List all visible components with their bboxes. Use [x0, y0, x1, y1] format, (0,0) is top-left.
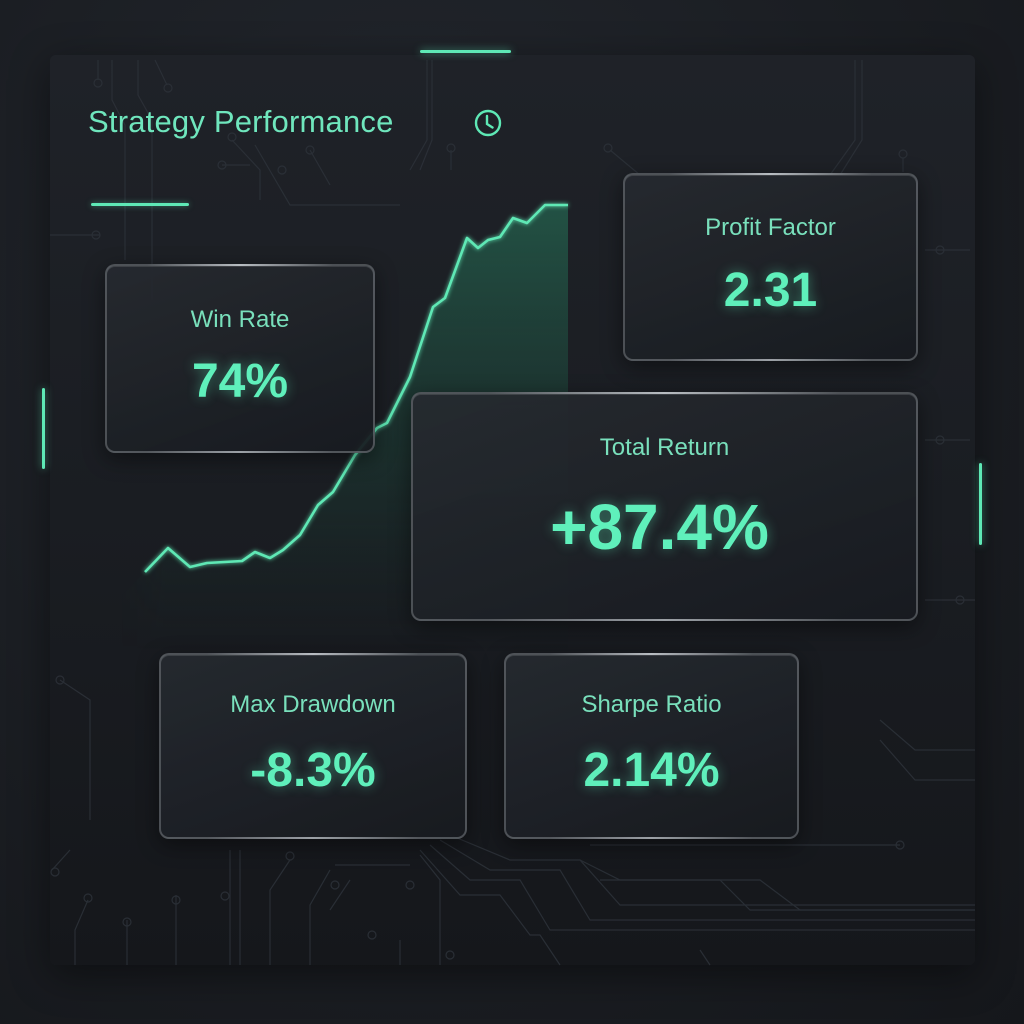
total-return-value: +87.4%: [550, 491, 769, 563]
top-accent-bar: [420, 50, 511, 53]
win-rate-label: Win Rate: [190, 306, 290, 333]
page-title: Strategy Performance: [88, 104, 394, 139]
max-drawdown-card: Max Drawdown -8.3%: [159, 653, 467, 839]
win-rate-value: 74%: [191, 355, 289, 408]
title-underline: [91, 203, 189, 206]
total-return-card: Total Return +87.4%: [411, 392, 918, 621]
sharpe-ratio-card: Sharpe Ratio 2.14%: [504, 653, 799, 839]
right-accent-bar: [979, 463, 982, 545]
max-drawdown-value: -8.3%: [250, 744, 376, 797]
total-return-label: Total Return: [599, 434, 730, 461]
max-drawdown-label: Max Drawdown: [230, 691, 396, 718]
profit-factor-card: Profit Factor 2.31: [623, 173, 918, 361]
profit-factor-value: 2.31: [723, 264, 818, 317]
sharpe-ratio-label: Sharpe Ratio: [581, 691, 722, 718]
sharpe-ratio-value: 2.14%: [583, 744, 720, 797]
profit-factor-label: Profit Factor: [705, 214, 836, 241]
clock-icon[interactable]: [473, 108, 503, 138]
win-rate-card: Win Rate 74%: [105, 264, 375, 453]
left-accent-bar: [42, 388, 45, 469]
